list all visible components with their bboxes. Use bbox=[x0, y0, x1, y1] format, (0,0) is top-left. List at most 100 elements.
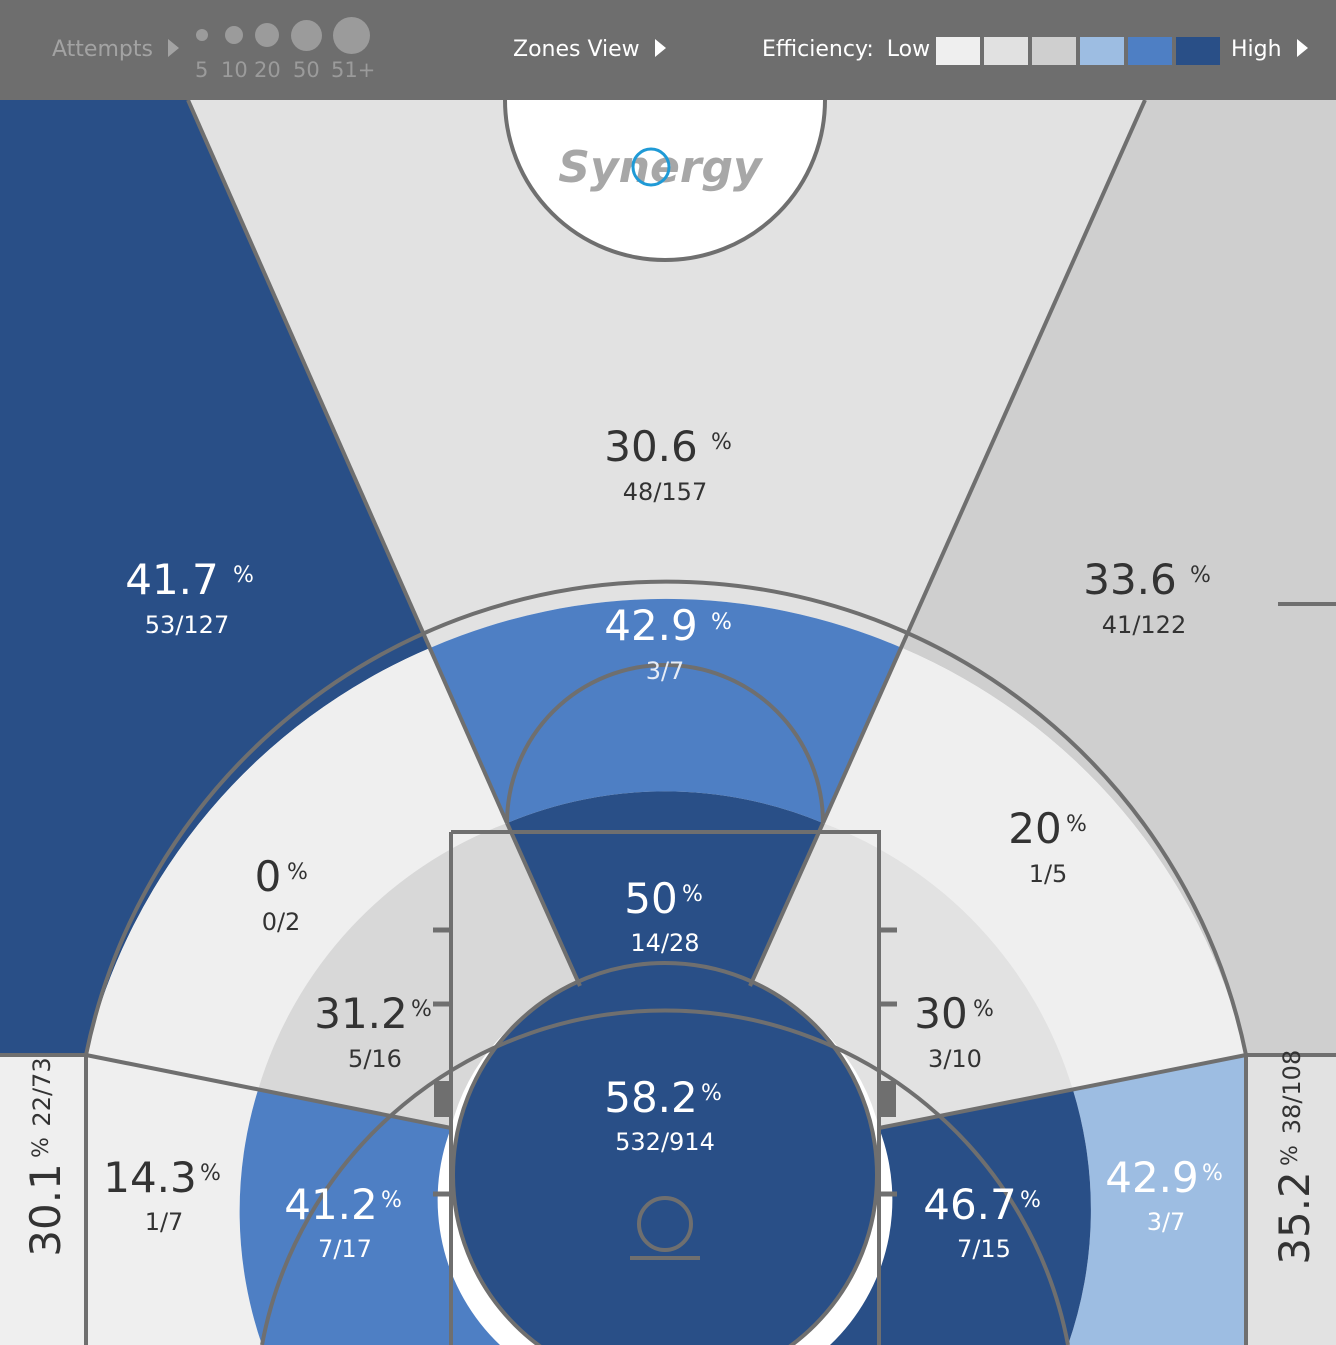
svg-text:0/2: 0/2 bbox=[262, 908, 301, 936]
svg-text:3/7: 3/7 bbox=[646, 657, 685, 685]
attempts-arrow-icon bbox=[167, 39, 179, 57]
svg-text:%: % bbox=[1020, 1188, 1041, 1213]
zone-paint-upper[interactable] bbox=[507, 791, 823, 986]
legend-dot-51plus bbox=[333, 17, 370, 54]
svg-text:%: % bbox=[973, 997, 994, 1022]
zone-label-right-corner-three-count: 38/108 bbox=[1278, 1050, 1306, 1134]
zone-right-short-baseline[interactable] bbox=[830, 1090, 1091, 1345]
svg-text:41.2: 41.2 bbox=[284, 1180, 378, 1229]
zone-left-mid[interactable] bbox=[258, 823, 580, 1128]
svg-text:22/73: 22/73 bbox=[28, 1057, 56, 1126]
zone-right-corner-three[interactable] bbox=[1246, 1055, 1336, 1345]
zone-restricted-area[interactable] bbox=[453, 963, 877, 1345]
svg-text:7/17: 7/17 bbox=[318, 1235, 372, 1263]
efficiency-swatch-2 bbox=[984, 37, 1028, 65]
zone-right-long-two[interactable] bbox=[823, 648, 1246, 1090]
svg-text:3/10: 3/10 bbox=[928, 1045, 982, 1073]
attempts-toggle[interactable]: Attempts bbox=[52, 37, 179, 62]
zone-left-corner-three[interactable] bbox=[0, 1055, 86, 1345]
zone-left-long-two[interactable] bbox=[86, 648, 507, 1090]
zone-top-deep-three[interactable] bbox=[188, 100, 1145, 648]
legend-dot-20 bbox=[255, 23, 279, 47]
zone-left-short-baseline[interactable] bbox=[239, 1090, 500, 1345]
svg-text:%: % bbox=[287, 860, 308, 885]
svg-text:50: 50 bbox=[624, 874, 677, 923]
svg-text:42.9: 42.9 bbox=[1105, 1153, 1199, 1202]
zone-label-right-corner-three: 35.2 % bbox=[1270, 1145, 1319, 1265]
zones-view-arrow-icon bbox=[654, 39, 666, 57]
zone-top-long-two[interactable] bbox=[430, 598, 902, 823]
zone-label-left-baseline-two: 14.3 % 1/7 bbox=[103, 1153, 221, 1236]
zone-label-left-wing-three: 41.7 % 53/127 bbox=[125, 555, 254, 639]
svg-text:7/15: 7/15 bbox=[957, 1235, 1011, 1263]
svg-text:%: % bbox=[701, 1081, 722, 1106]
svg-text:30.6: 30.6 bbox=[604, 422, 698, 471]
lane-block-left bbox=[434, 1081, 451, 1117]
efficiency-high-label: High bbox=[1231, 37, 1282, 62]
zone-label-right-mid: 30 % 3/10 bbox=[914, 989, 994, 1073]
zone-label-left-mid: 31.2 % 5/16 bbox=[314, 989, 432, 1073]
lane-hash-marks bbox=[433, 927, 897, 1197]
svg-text:46.7: 46.7 bbox=[923, 1180, 1017, 1229]
legend-size-label: 51+ bbox=[331, 58, 376, 82]
zone-label-right-short-baseline: 46.7 % 7/15 bbox=[923, 1180, 1041, 1263]
svg-text:14/28: 14/28 bbox=[630, 929, 699, 957]
svg-text:1/7: 1/7 bbox=[145, 1208, 184, 1236]
zone-left-wing-three[interactable] bbox=[0, 100, 430, 1055]
zone-label-left-corner-three-count: 22/73 bbox=[28, 1057, 56, 1126]
efficiency-swatch-3 bbox=[1032, 37, 1076, 65]
zones-view-toggle[interactable]: Zones View bbox=[513, 37, 666, 62]
svg-text:0: 0 bbox=[255, 852, 282, 901]
svg-text:%: % bbox=[29, 1137, 54, 1158]
legend-dot-5 bbox=[196, 29, 208, 41]
zone-label-top-deep-three: 30.6 % 48/157 bbox=[604, 422, 732, 506]
svg-text:35.2: 35.2 bbox=[1270, 1171, 1319, 1265]
svg-text:%: % bbox=[1190, 563, 1211, 588]
svg-text:%: % bbox=[381, 1188, 402, 1213]
svg-text:42.9: 42.9 bbox=[604, 601, 698, 650]
efficiency-legend-label: Efficiency: Low bbox=[762, 37, 930, 62]
zone-label-left-long-two: 0 % 0/2 bbox=[255, 852, 308, 936]
zone-label-right-long-two: 20 % 1/5 bbox=[1008, 804, 1087, 888]
zone-label-top-long-two: 42.9 % 3/7 bbox=[604, 601, 732, 685]
svg-text:%: % bbox=[682, 882, 703, 907]
zone-label-right-wing-three: 33.6 % 41/122 bbox=[1083, 555, 1211, 639]
zones-view-label: Zones View bbox=[513, 37, 640, 62]
svg-text:14.3: 14.3 bbox=[103, 1153, 197, 1202]
svg-text:%: % bbox=[1202, 1161, 1223, 1186]
svg-text:31.2: 31.2 bbox=[314, 989, 408, 1038]
svg-text:%: % bbox=[200, 1161, 221, 1186]
svg-text:5/16: 5/16 bbox=[348, 1045, 402, 1073]
efficiency-low-label: Low bbox=[886, 37, 931, 62]
zone-right-baseline-two[interactable] bbox=[1068, 1055, 1246, 1345]
zone-left-baseline-two[interactable] bbox=[86, 1055, 262, 1345]
svg-text:53/127: 53/127 bbox=[145, 611, 229, 639]
efficiency-swatch-1 bbox=[936, 37, 980, 65]
svg-text:41/122: 41/122 bbox=[1102, 611, 1186, 639]
attempts-label: Attempts bbox=[52, 37, 153, 62]
svg-text:%: % bbox=[1066, 812, 1087, 837]
shot-chart-court: Synergy 41.7 % 53/127 30.6 % 48/157 33.6… bbox=[0, 100, 1336, 1345]
zone-label-left-short-baseline: 41.2 % 7/17 bbox=[284, 1180, 402, 1263]
logo-e-mark-icon bbox=[631, 147, 671, 187]
svg-text:38/108: 38/108 bbox=[1278, 1050, 1306, 1134]
efficiency-high-toggle[interactable]: High bbox=[1231, 37, 1308, 62]
lane-block-right bbox=[879, 1081, 896, 1117]
svg-text:48/157: 48/157 bbox=[623, 478, 707, 506]
svg-text:%: % bbox=[233, 563, 254, 588]
legend-size-label: 10 bbox=[221, 58, 248, 82]
legend-dot-10 bbox=[225, 26, 243, 44]
legend-size-label: 5 bbox=[195, 58, 209, 82]
zone-right-mid[interactable] bbox=[750, 823, 1073, 1128]
synergy-logo: Synergy bbox=[558, 142, 764, 193]
svg-text:30.1: 30.1 bbox=[21, 1163, 70, 1257]
zone-label-paint-upper: 50 % 14/28 bbox=[624, 874, 703, 957]
svg-text:%: % bbox=[711, 430, 732, 455]
svg-text:532/914: 532/914 bbox=[615, 1128, 715, 1156]
zone-label-right-baseline-two: 42.9 % 3/7 bbox=[1105, 1153, 1223, 1236]
efficiency-swatch-5 bbox=[1128, 37, 1172, 65]
svg-text:58.2: 58.2 bbox=[604, 1073, 698, 1122]
zone-right-wing-three[interactable] bbox=[902, 100, 1336, 1055]
zone-label-left-corner-three: 30.1 % bbox=[21, 1137, 70, 1257]
svg-text:%: % bbox=[1278, 1145, 1303, 1166]
